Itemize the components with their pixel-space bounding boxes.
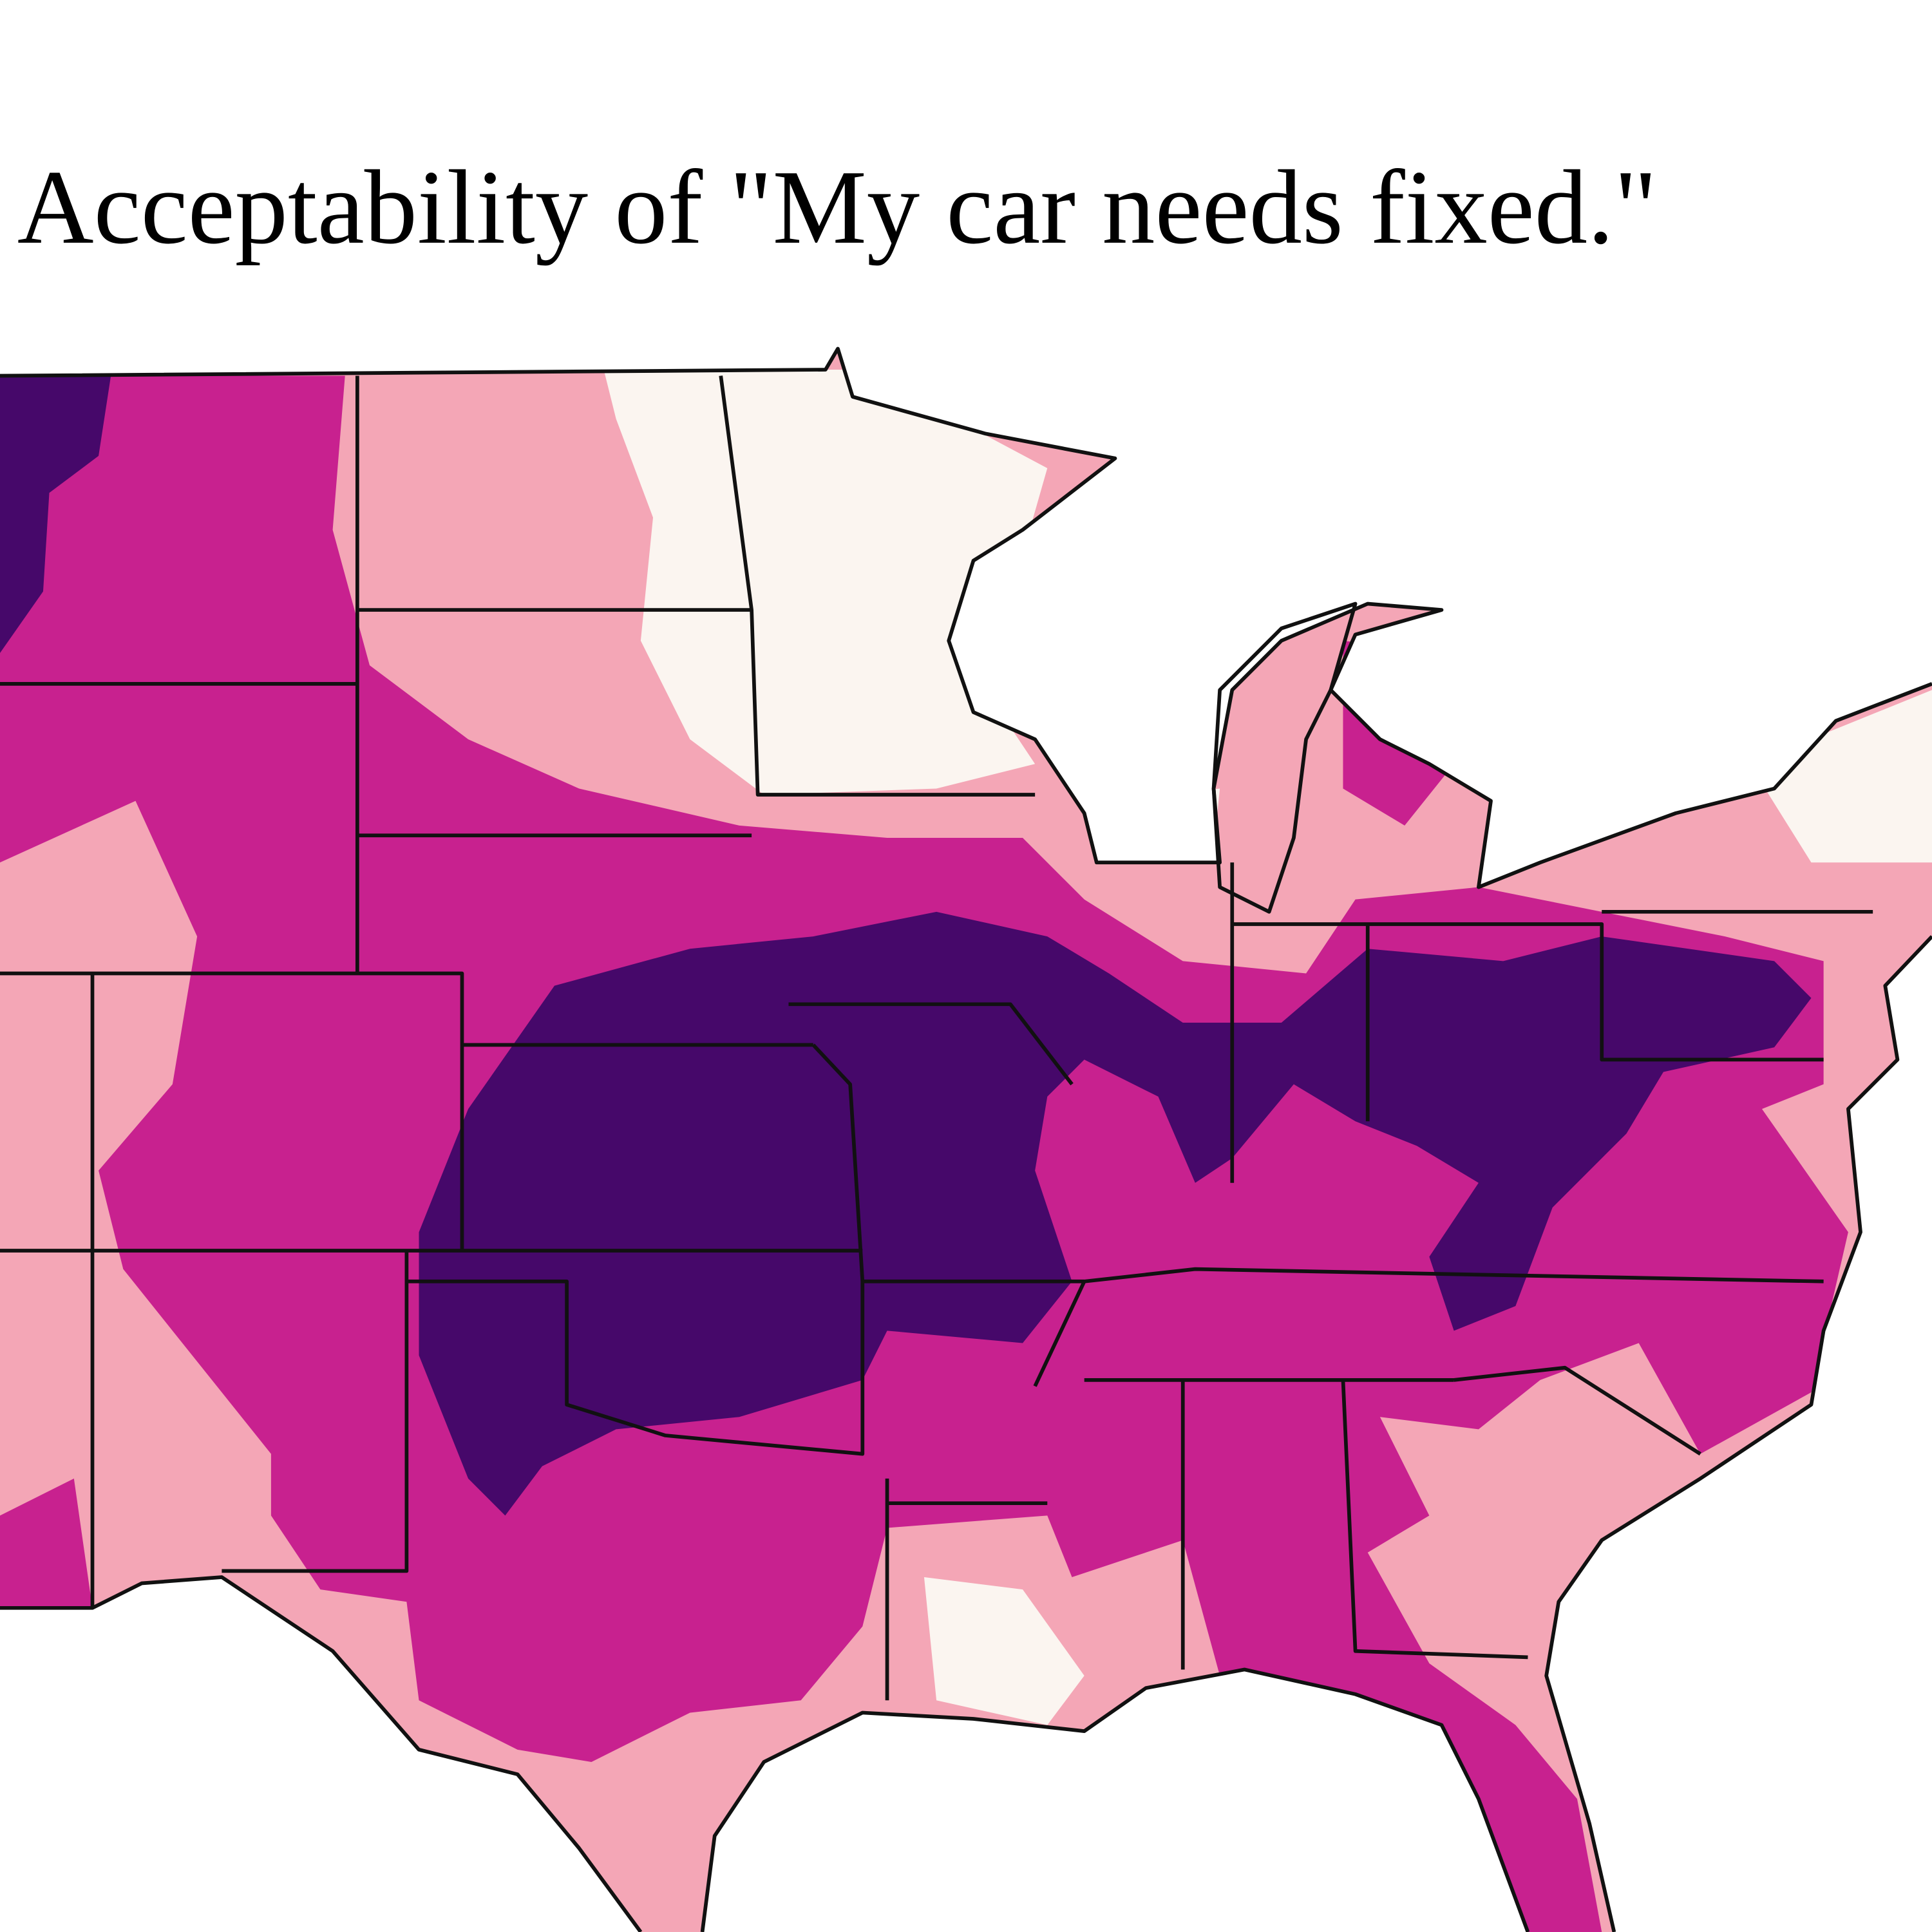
map-title: Acceptability of "My car needs fixed." xyxy=(17,148,1658,266)
region-high xyxy=(419,911,1812,1516)
region-none xyxy=(923,1577,1084,1725)
coast xyxy=(0,346,1932,1932)
region-medium xyxy=(0,1478,93,1608)
borders xyxy=(0,375,1873,1701)
region-high xyxy=(0,375,111,654)
state-borders xyxy=(0,346,1932,1932)
region-none xyxy=(1749,690,1932,863)
region-none xyxy=(1108,788,1220,851)
region-none xyxy=(603,369,1048,795)
region-none xyxy=(949,529,1159,739)
choropleth xyxy=(0,348,1932,1932)
